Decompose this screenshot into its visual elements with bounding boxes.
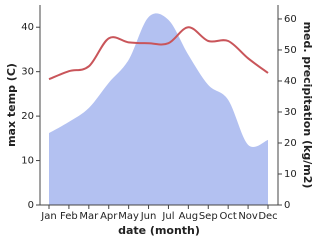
y-tick-label: 0 [28,200,34,211]
x-tick-label: Nov [238,211,258,222]
y-tick-label: 40 [21,22,34,33]
x-tick-label: Aug [179,211,199,222]
x-tick-label: Apr [100,211,118,222]
x-tick-label: Jan [40,211,56,222]
x-tick-label: Oct [220,211,237,222]
x-axis-title: date (month) [118,224,200,237]
y-tick-label: 10 [21,156,34,167]
x-tick-label: Jun [140,211,157,222]
y2-tick-label: 50 [284,45,297,56]
x-tick-label: Dec [258,211,277,222]
x-tick-label: Mar [79,211,99,222]
y2-tick-label: 30 [284,107,297,118]
temperature-line [48,26,269,81]
y2-tick-label: 40 [284,76,297,87]
precipitation-area [49,13,268,206]
x-tick-label: Sep [199,211,218,222]
x-tick-label: Feb [60,211,78,222]
y2-tick-label: 60 [284,14,297,25]
y-axis-title: max temp (C) [5,63,18,147]
y2-tick-label: 10 [284,169,297,180]
y-tick-label: 30 [21,67,34,78]
x-tick-label: May [118,211,139,222]
y2-tick-label: 0 [284,200,290,211]
y2-axis-title: med. precipitation (kg/m2) [301,22,314,189]
x-tick-label: Jul [161,211,174,222]
y2-tick-label: 20 [284,138,297,149]
y-tick-label: 20 [21,111,34,122]
